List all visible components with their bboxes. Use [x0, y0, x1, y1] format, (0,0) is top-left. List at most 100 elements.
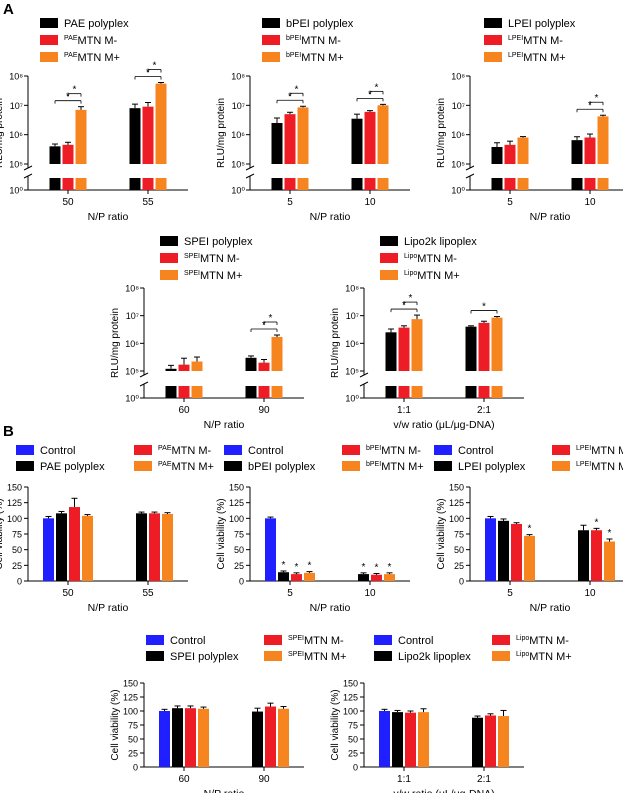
bar-lower-segment	[584, 178, 596, 190]
legend-swatch	[16, 445, 34, 455]
legend-swatch	[484, 52, 502, 62]
bar-lower-segment	[364, 178, 376, 190]
significance-mark: *	[308, 561, 312, 572]
legend-label: Lipo2k lipoplex	[404, 236, 477, 248]
bar	[271, 122, 283, 164]
bar-lower-segment	[351, 178, 363, 190]
bar-lower-segment	[491, 386, 503, 398]
significance-mark: *	[269, 313, 273, 324]
legend-swatch	[146, 651, 164, 661]
y-tick-label: 75	[454, 530, 464, 540]
axis-break-mark	[23, 165, 33, 171]
x-tick-label: 60	[178, 774, 190, 785]
legend-superscript: SPEI	[288, 651, 304, 658]
y-tick-label: 10⁷	[346, 311, 359, 321]
legend-swatch	[492, 651, 510, 661]
significance-mark: *	[362, 562, 366, 573]
bar	[162, 513, 173, 581]
legend-superscript: SPEI	[288, 635, 304, 642]
y-tick-label: 10⁶	[125, 339, 139, 349]
x-axis-label: v/w ratio (μL/μg-DNA)	[393, 788, 494, 793]
legend-text: MTN M+	[78, 52, 120, 64]
bar	[129, 108, 141, 164]
legend-swatch	[484, 35, 502, 45]
bar-lower-segment	[129, 178, 141, 190]
legend-swatch	[160, 253, 178, 263]
y-tick-label: 10⁵	[451, 160, 465, 170]
legend-text: MTN M+	[301, 52, 343, 64]
y-tick-label: 10⁵	[125, 367, 139, 377]
y-tick-label: 25	[454, 561, 464, 571]
bar	[517, 137, 529, 164]
x-tick-label: 1:1	[397, 774, 411, 785]
y-tick-label: 10⁸	[125, 284, 139, 294]
y-axis-label: RLU/mg protein	[436, 98, 447, 168]
y-tick-label: 10⁶	[9, 130, 23, 140]
legend-swatch	[262, 18, 280, 28]
legend-swatch	[552, 445, 570, 455]
legend-label: Control	[458, 445, 493, 457]
legend-label: SPEIMTN M+	[288, 651, 346, 663]
legend-swatch	[146, 635, 164, 645]
bar-lower-segment	[62, 178, 74, 190]
axis-break-mark	[359, 372, 369, 378]
x-tick-label: 10	[364, 197, 376, 208]
legend-text: MTN M-	[304, 635, 344, 647]
y-tick-label: 50	[234, 545, 244, 555]
legend-superscript: Lipo	[404, 270, 417, 277]
legend-swatch	[40, 18, 58, 28]
legend-label: bPEI polyplex	[248, 461, 316, 473]
y-tick-label: 25	[348, 749, 358, 759]
legend-swatch	[264, 635, 282, 645]
significance-mark: *	[588, 100, 592, 111]
x-axis-label: N/P ratio	[530, 211, 571, 223]
y-tick-label: 125	[449, 498, 464, 508]
legend-label: SPEI polyplex	[170, 651, 239, 663]
legend-swatch	[434, 445, 452, 455]
bar	[504, 144, 516, 164]
legend-label: LipoMTN M-	[516, 635, 569, 647]
significance-mark: *	[146, 68, 150, 79]
legend-swatch	[342, 461, 360, 471]
legend-swatch	[380, 253, 398, 263]
significance-mark: *	[368, 89, 372, 100]
y-tick-label: 10⁵	[345, 367, 359, 377]
legend-swatch	[484, 18, 502, 28]
legend-swatch	[40, 52, 58, 62]
bar	[142, 106, 154, 164]
bar	[358, 574, 369, 581]
bar	[411, 319, 423, 371]
x-tick-label: 55	[142, 197, 154, 208]
bar-lower-segment	[377, 178, 389, 190]
y-tick-label: 75	[12, 530, 22, 540]
bar	[43, 518, 54, 581]
bar-lower-segment	[49, 178, 61, 190]
legend-superscript: Lipo	[516, 635, 529, 642]
y-tick-label: 0	[133, 763, 138, 773]
legend-text: MTN M-	[523, 35, 563, 47]
legend-label: SPEIMTN M-	[184, 253, 240, 265]
bar	[258, 362, 270, 371]
y-tick-label: 10⁷	[126, 311, 139, 321]
x-tick-label: 1:1	[397, 405, 411, 416]
y-tick-label: 10⁸	[345, 284, 359, 294]
axis-break-mark	[359, 381, 369, 387]
y-tick-label: 150	[343, 679, 358, 689]
x-tick-label: 55	[142, 588, 154, 599]
bar-lower-segment	[258, 386, 270, 398]
axis-break-mark	[23, 173, 33, 179]
y-tick-label: 10⁸	[231, 72, 245, 82]
bar	[155, 83, 167, 164]
legend-label: LPEIMTN M-	[576, 445, 623, 457]
legend-text: MTN M+	[529, 651, 571, 663]
x-tick-label: 2:1	[477, 774, 491, 785]
x-tick-label: 50	[62, 197, 74, 208]
legend-label: LPEI polyplex	[458, 461, 526, 473]
